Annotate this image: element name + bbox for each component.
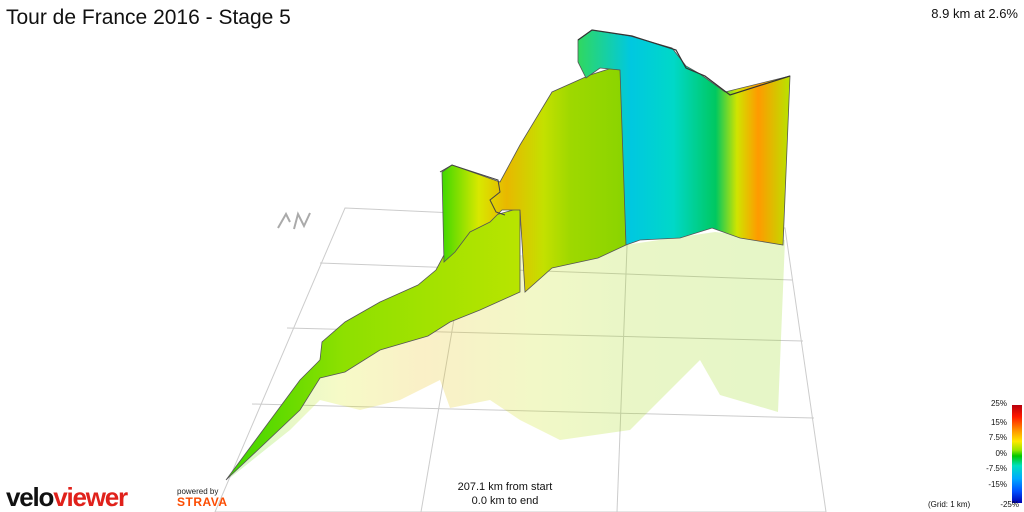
legend-tick-0: 0% [995, 449, 1007, 458]
profile-reflection [230, 232, 785, 478]
page-title: Tour de France 2016 - Stage 5 [6, 6, 291, 29]
legend-tick-minus-15: -15% [988, 480, 1007, 489]
profile-segment-summit [577, 29, 791, 246]
strava-logo: STRAVA [177, 495, 228, 509]
legend-tick-15: 15% [990, 418, 1007, 427]
grid-scale-note: (Grid: 1 km) [928, 500, 971, 509]
powered-by-strava[interactable]: powered by STRAVA [177, 486, 228, 508]
elevation-profile [225, 29, 791, 481]
veloviewer-logo[interactable]: veloviewer [6, 482, 128, 512]
powered-by-label: powered by [177, 487, 219, 496]
gradient-legend-bar [1012, 405, 1022, 503]
legend-tick-25: 25% [990, 399, 1007, 408]
logo-text-viewer: viewer [53, 482, 128, 512]
distance-from-start: 207.1 km from start [457, 481, 553, 493]
legend-tick-minus-25: -25% [1000, 500, 1019, 509]
position-readout: 207.1 km from start 0.0 km to end [430, 480, 580, 508]
legend-tick-minus-7-5: -7.5% [986, 464, 1007, 473]
logo-text-velo: velo [6, 482, 54, 512]
distance-to-end: 0.0 km to end [471, 495, 539, 507]
climb-summary: 8.9 km at 2.6% [931, 6, 1018, 21]
legend-tick-7-5: 7.5% [988, 433, 1007, 442]
north-arrow-icon [277, 211, 311, 230]
profile-segment-middle [441, 59, 627, 293]
